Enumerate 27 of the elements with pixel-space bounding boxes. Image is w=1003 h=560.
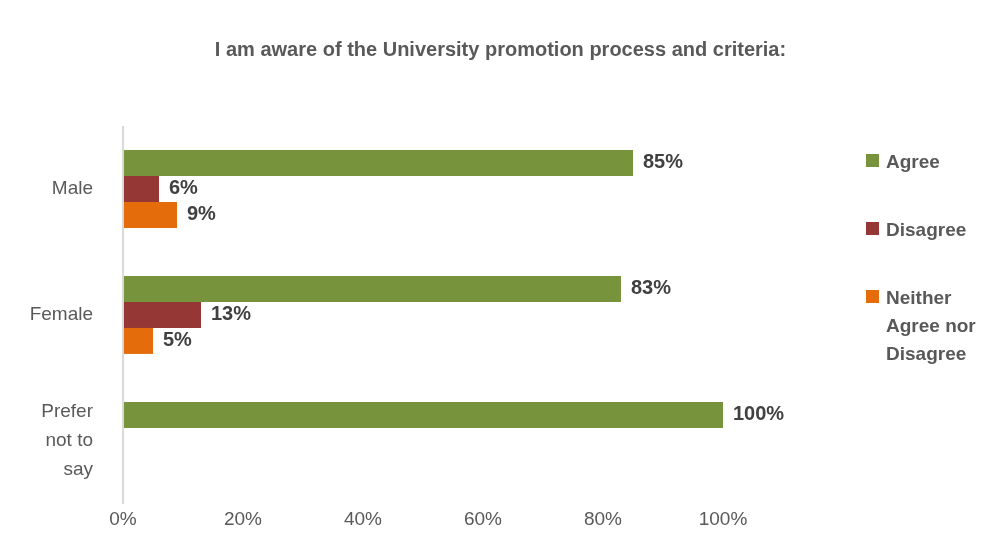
legend-label: Disagree — [886, 218, 967, 242]
data-label: 100% — [733, 402, 785, 425]
x-tick-label: 40% — [343, 508, 383, 530]
data-label: 9% — [187, 202, 217, 225]
bar — [123, 201, 177, 228]
x-tick-label: 100% — [698, 508, 748, 530]
data-label: 6% — [169, 176, 199, 199]
legend-label: Neither Agree nor Disagree — [886, 286, 977, 366]
x-tick-label: 20% — [223, 508, 263, 530]
bar — [123, 149, 633, 176]
data-label: 85% — [643, 150, 684, 173]
bar — [123, 401, 723, 428]
bar — [123, 301, 201, 328]
data-label: 13% — [211, 302, 252, 325]
bar — [123, 275, 621, 302]
data-label: 83% — [631, 276, 672, 299]
x-tick-label: 0% — [109, 508, 137, 530]
bar — [123, 175, 159, 202]
y-tick-label: Prefer not to say — [41, 400, 94, 480]
legend-label: Agree — [886, 150, 940, 174]
x-tick-label: 60% — [463, 508, 503, 530]
y-tick-label: Male — [51, 177, 93, 199]
x-tick-label: 80% — [583, 508, 623, 530]
bar — [123, 327, 153, 354]
y-tick-label: Female — [29, 303, 93, 325]
chart-title: I am aware of the University promotion process and criteria: — [213, 38, 788, 61]
data-label: 5% — [163, 328, 193, 351]
